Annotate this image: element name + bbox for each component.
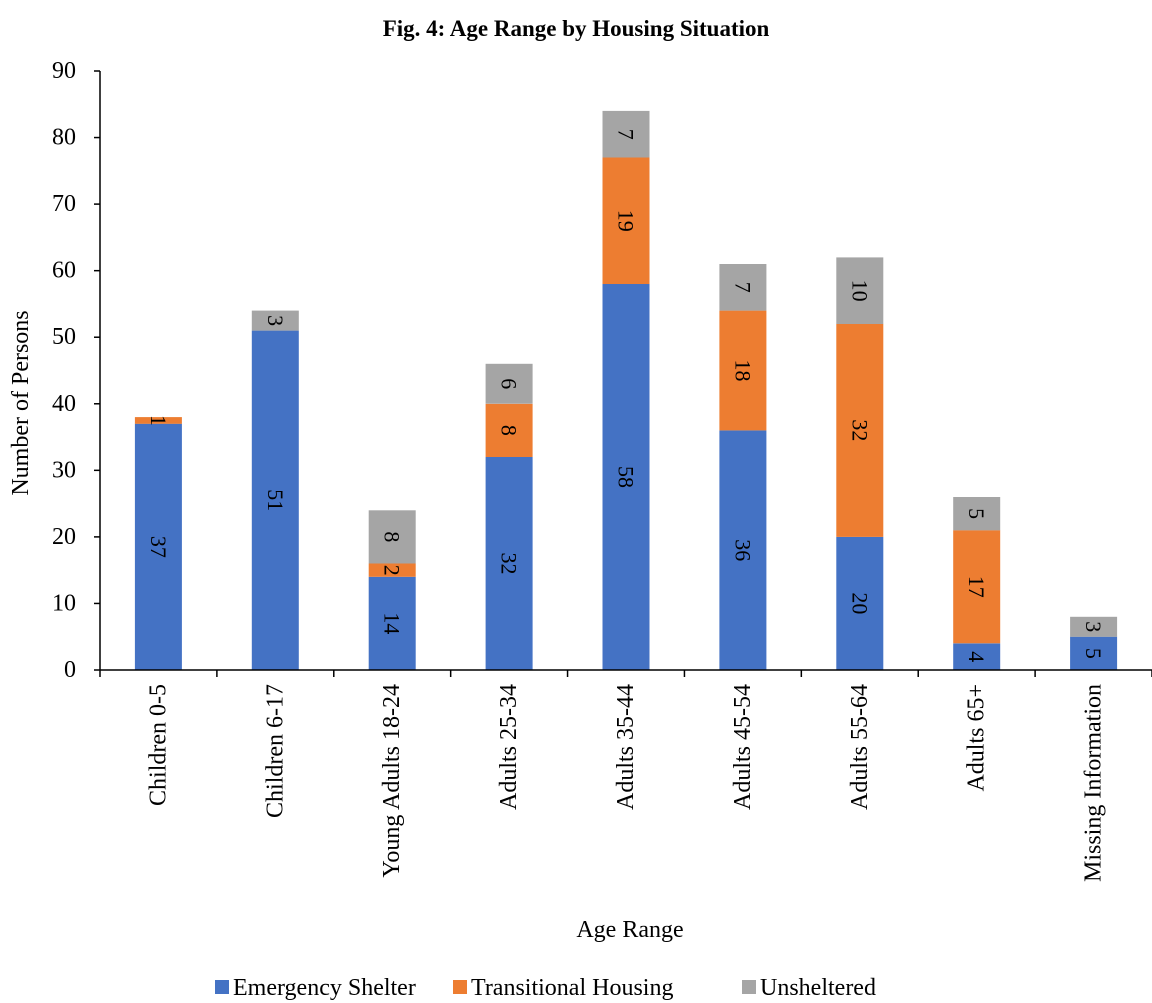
bar-unsheltered-adults-25-34 bbox=[485, 363, 533, 404]
data-label-emergency-shelter-children-6-17: 51 bbox=[263, 489, 288, 511]
data-label-unsheltered-adults-55-64: 10 bbox=[847, 280, 872, 302]
data-label-emergency-shelter-children-0-5: 37 bbox=[146, 536, 171, 558]
x-axis-label: Age Range bbox=[576, 917, 683, 943]
bar-unsheltered-adults-55-64 bbox=[836, 257, 884, 324]
x-axis: Children 0-5 Children 6-17 Young Adults 18… bbox=[99, 669, 1152, 882]
data-label-emergency-shelter-adults-55-64: 20 bbox=[847, 592, 872, 614]
y-tick-label: 20 bbox=[52, 524, 76, 550]
bars bbox=[134, 110, 1118, 670]
bar-emergency-shelter-missing-information bbox=[1070, 636, 1118, 670]
x-tick-label-children-0-5: Children 0-5 bbox=[145, 684, 171, 806]
bar-emergency-shelter-adults-35-44 bbox=[602, 284, 650, 670]
y-tick-label: 70 bbox=[52, 191, 76, 217]
bar-transitional-housing-adults-55-64 bbox=[836, 323, 884, 537]
bar-emergency-shelter-adults-25-34 bbox=[485, 457, 533, 670]
x-tick-label-adults-45-54: Adults 45-54 bbox=[730, 684, 756, 810]
bar-transitional-housing-adults-45-54 bbox=[719, 310, 767, 431]
x-tick-label-young-adults-18-24: Young Adults 18-24 bbox=[379, 684, 405, 878]
data-label-emergency-shelter-adults-25-34: 32 bbox=[497, 553, 522, 575]
bar-transitional-housing-adults-65 bbox=[953, 530, 1001, 644]
data-label-unsheltered-adults-65: 5 bbox=[964, 508, 989, 519]
bar-transitional-housing-adults-35-44 bbox=[602, 157, 650, 284]
y-tick-label: 0 bbox=[64, 657, 76, 683]
data-label-transitional-housing-adults-65: 17 bbox=[964, 576, 989, 598]
data-label-emergency-shelter-adults-35-44: 58 bbox=[614, 466, 639, 488]
bar-emergency-shelter-young-adults-18-24 bbox=[368, 576, 416, 670]
legend-label-transitional-housing: Transitional Housing bbox=[471, 975, 673, 1001]
x-tick-label-adults-65: Adults 65+ bbox=[964, 684, 990, 792]
bar-emergency-shelter-adults-65 bbox=[953, 643, 1001, 670]
chart-title: Fig. 4: Age Range by Housing Situation bbox=[383, 16, 770, 41]
legend-swatch-transitional-housing bbox=[453, 980, 467, 994]
bar-unsheltered-adults-65 bbox=[953, 497, 1001, 531]
bar-transitional-housing-children-0-5 bbox=[134, 417, 182, 424]
legend-label-unsheltered: Unsheltered bbox=[760, 975, 876, 1001]
bar-unsheltered-adults-45-54 bbox=[719, 264, 767, 311]
data-label-unsheltered-adults-25-34: 6 bbox=[497, 378, 522, 389]
legend-swatch-unsheltered bbox=[742, 980, 756, 994]
bar-emergency-shelter-adults-55-64 bbox=[836, 536, 884, 670]
bar-unsheltered-adults-35-44 bbox=[602, 110, 650, 158]
data-label-unsheltered-adults-45-54: 7 bbox=[730, 282, 755, 293]
y-tick-label: 30 bbox=[52, 457, 76, 483]
y-axis-label: Number of Persons bbox=[8, 310, 34, 495]
bar-emergency-shelter-adults-45-54 bbox=[719, 430, 767, 670]
data-label-transitional-housing-children-0-5: 1 bbox=[146, 415, 171, 426]
y-tick-label: 10 bbox=[52, 590, 76, 616]
data-label-emergency-shelter-young-adults-18-24: 14 bbox=[380, 612, 405, 634]
data-label-transitional-housing-adults-25-34: 8 bbox=[497, 425, 522, 436]
segment-labels: 37 1 51 3 14 2 8 32 8 6 58 19 7 36 18 7 20 32 10 4 17 5 5 3 bbox=[146, 129, 1106, 663]
x-tick-label-adults-25-34: Adults 25-34 bbox=[496, 684, 522, 810]
bar-transitional-housing-adults-25-34 bbox=[485, 403, 533, 457]
data-label-unsheltered-young-adults-18-24: 8 bbox=[380, 531, 405, 542]
x-tick-label-adults-35-44: Adults 35-44 bbox=[613, 684, 639, 810]
bar-unsheltered-children-6-17 bbox=[251, 310, 299, 331]
data-label-emergency-shelter-adults-45-54: 36 bbox=[730, 539, 755, 561]
bar-emergency-shelter-children-6-17 bbox=[251, 330, 299, 670]
bar-unsheltered-young-adults-18-24 bbox=[368, 510, 416, 564]
bar-unsheltered-missing-information bbox=[1070, 616, 1118, 637]
data-label-unsheltered-missing-information: 3 bbox=[1081, 621, 1106, 632]
data-label-unsheltered-children-6-17: 3 bbox=[263, 315, 288, 326]
data-label-transitional-housing-adults-45-54: 18 bbox=[730, 360, 755, 382]
bar-transitional-housing-young-adults-18-24 bbox=[368, 563, 416, 577]
legend-swatch-emergency-shelter bbox=[215, 980, 229, 994]
x-tick-label-missing-information: Missing Information bbox=[1081, 684, 1107, 882]
data-label-transitional-housing-adults-35-44: 19 bbox=[614, 210, 639, 232]
y-tick-label: 40 bbox=[52, 391, 76, 417]
data-label-unsheltered-adults-35-44: 7 bbox=[614, 129, 639, 140]
data-label-emergency-shelter-adults-65: 4 bbox=[964, 651, 989, 662]
data-label-emergency-shelter-missing-information: 5 bbox=[1081, 648, 1106, 659]
legend-label-emergency-shelter: Emergency Shelter bbox=[233, 975, 416, 1001]
y-tick-label: 90 bbox=[52, 58, 76, 84]
bar-emergency-shelter-children-0-5 bbox=[134, 423, 182, 670]
data-label-transitional-housing-young-adults-18-24: 2 bbox=[380, 565, 405, 576]
y-tick-label: 80 bbox=[52, 125, 76, 151]
y-axis: 0 10 20 30 40 50 60 70 80 90 bbox=[52, 58, 101, 683]
x-tick-label-adults-55-64: Adults 55-64 bbox=[847, 684, 873, 810]
x-tick-label-children-6-17: Children 6-17 bbox=[262, 684, 288, 818]
y-tick-label: 50 bbox=[52, 324, 76, 350]
y-tick-label: 60 bbox=[52, 258, 76, 284]
legend: Emergency Shelter Transitional Housing Uns… bbox=[215, 975, 876, 1001]
data-label-transitional-housing-adults-55-64: 32 bbox=[847, 419, 872, 441]
